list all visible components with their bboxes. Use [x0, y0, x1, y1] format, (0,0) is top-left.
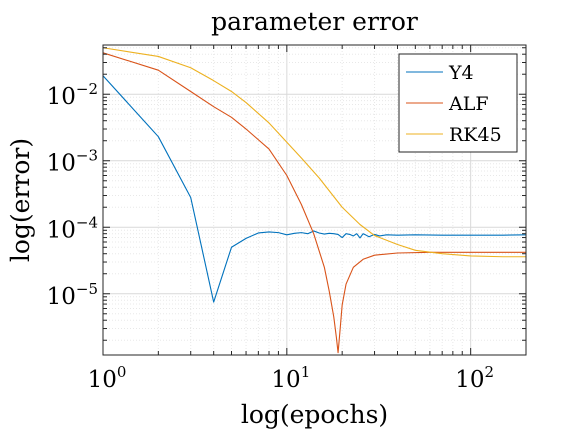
legend-label-rk45: RK45 — [449, 124, 502, 146]
y-axis-label: log(error) — [6, 138, 35, 262]
y-tick-label: 10−4 — [47, 213, 98, 243]
legend: Y4 ALF RK45 — [398, 53, 518, 153]
y-tick-label: 10−2 — [47, 80, 98, 110]
plot-frame — [102, 44, 527, 356]
series-line-rk45 — [102, 47, 526, 258]
series-line-y4 — [102, 75, 527, 303]
x-tick-label: 101 — [271, 363, 310, 393]
chart-title: parameter error — [211, 7, 418, 36]
x-tick-label: 102 — [455, 363, 494, 393]
tick-labels: 100 101 102 10−2 10−3 10−4 10−5 — [47, 80, 494, 393]
series-layer — [102, 47, 527, 354]
legend-label-alf: ALF — [448, 93, 489, 115]
axis-ticks — [102, 45, 527, 355]
x-tick-label: 100 — [88, 363, 127, 393]
legend-label-y4: Y4 — [448, 62, 474, 84]
y-tick-label: 10−3 — [47, 147, 98, 177]
y-tick-label: 10−5 — [47, 280, 98, 310]
x-axis-label: log(epochs) — [241, 400, 388, 429]
series-line-alf — [102, 52, 526, 354]
